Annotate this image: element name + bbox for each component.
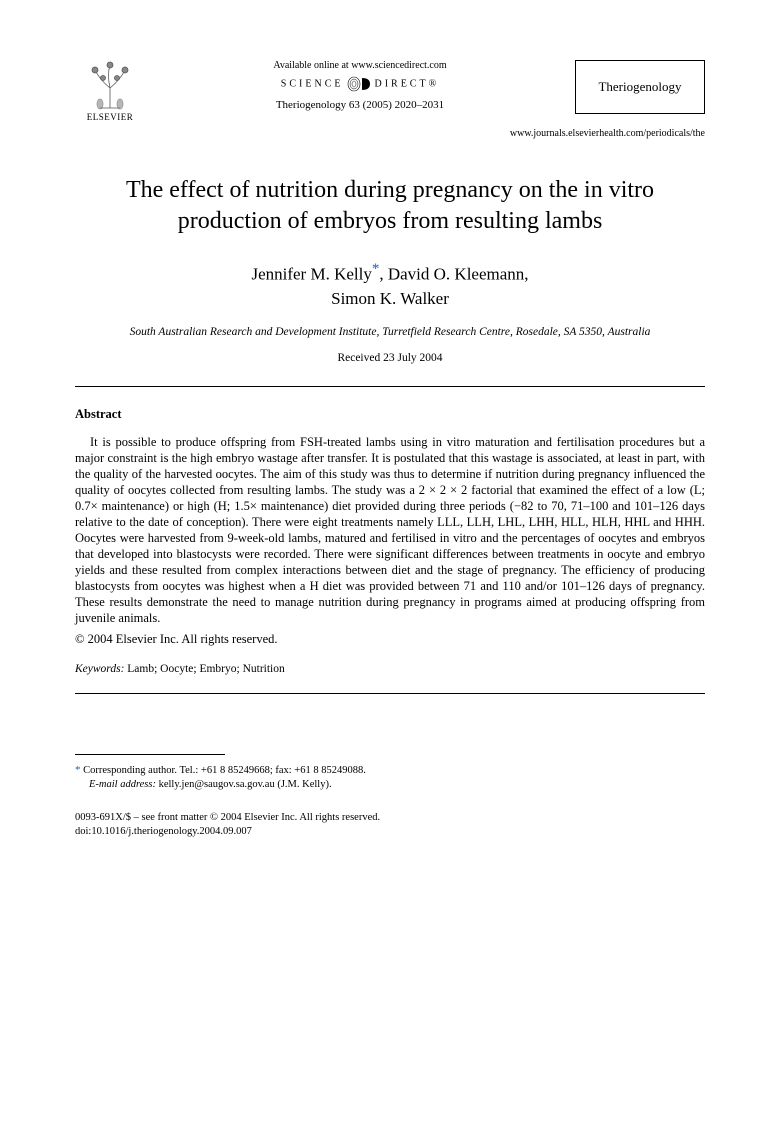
rule-top bbox=[75, 386, 705, 387]
citation-line: Theriogenology 63 (2005) 2020–2031 bbox=[155, 99, 565, 111]
elsevier-tree-icon bbox=[85, 60, 135, 110]
available-online-text: Available online at www.sciencedirect.co… bbox=[155, 60, 565, 71]
abstract-heading: Abstract bbox=[75, 407, 705, 422]
article-title: The effect of nutrition during pregnancy… bbox=[75, 175, 705, 237]
email-line: E-mail address: kelly.jen@saugov.sa.gov.… bbox=[89, 778, 705, 793]
affiliation: South Australian Research and Developmen… bbox=[75, 325, 705, 340]
email-label: E-mail address: bbox=[89, 779, 156, 790]
fingerprint-d-icon bbox=[346, 75, 372, 93]
star-icon: * bbox=[75, 764, 81, 776]
email-value[interactable]: kelly.jen@saugov.sa.gov.au (J.M. Kelly). bbox=[159, 779, 332, 790]
corr-author-text: Corresponding author. Tel.: +61 8 852496… bbox=[83, 765, 366, 776]
author-3: Simon K. Walker bbox=[331, 289, 449, 308]
keywords-list: Lamb; Oocyte; Embryo; Nutrition bbox=[127, 663, 284, 675]
scidirect-right: DIRECT® bbox=[374, 78, 439, 89]
received-date: Received 23 July 2004 bbox=[75, 352, 705, 364]
journal-box-text: Theriogenology bbox=[598, 79, 681, 95]
footer-block: 0093-691X/$ – see front matter © 2004 El… bbox=[75, 811, 705, 838]
publisher-label: ELSEVIER bbox=[87, 112, 134, 122]
footnote-block: * Corresponding author. Tel.: +61 8 8524… bbox=[75, 763, 705, 793]
authors-block: Jennifer M. Kelly*, David O. Kleemann, S… bbox=[75, 259, 705, 310]
doi-line[interactable]: doi:10.1016/j.theriogenology.2004.09.007 bbox=[75, 825, 705, 839]
center-header: Available online at www.sciencedirect.co… bbox=[145, 60, 575, 111]
authors-sep1: , David O. Kleemann, bbox=[379, 265, 528, 284]
sciencedirect-logo: SCIENCE DIRECT® bbox=[155, 75, 565, 93]
keywords-line: Keywords: Lamb; Oocyte; Embryo; Nutritio… bbox=[75, 663, 705, 675]
copyright-line: © 2004 Elsevier Inc. All rights reserved… bbox=[75, 632, 705, 647]
corresponding-author-line: * Corresponding author. Tel.: +61 8 8524… bbox=[75, 763, 705, 779]
issn-line: 0093-691X/$ – see front matter © 2004 El… bbox=[75, 811, 705, 825]
journal-title-box: Theriogenology bbox=[575, 60, 705, 114]
header-row: ELSEVIER Available online at www.science… bbox=[75, 60, 705, 122]
abstract-body: It is possible to produce offspring from… bbox=[75, 434, 705, 626]
publisher-logo-block: ELSEVIER bbox=[75, 60, 145, 122]
rule-bottom bbox=[75, 693, 705, 694]
footnote-rule bbox=[75, 754, 225, 755]
journal-url[interactable]: www.journals.elsevierhealth.com/periodic… bbox=[75, 128, 705, 139]
author-1: Jennifer M. Kelly bbox=[251, 265, 371, 284]
scidirect-left: SCIENCE bbox=[281, 78, 344, 89]
keywords-label: Keywords: bbox=[75, 663, 124, 675]
